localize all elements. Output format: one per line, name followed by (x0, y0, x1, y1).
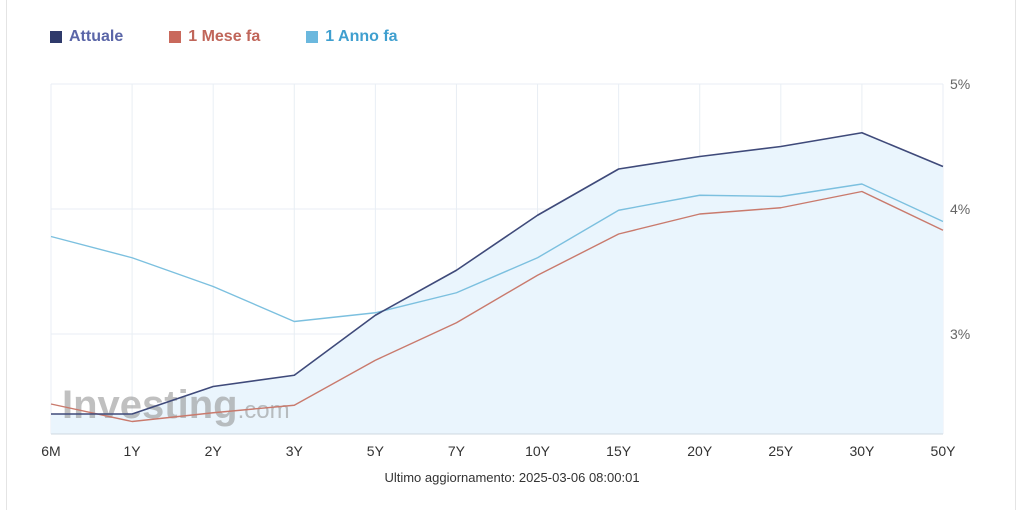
area-fill-attuale (51, 132, 943, 434)
series-line-1-mese-fa (50, 190, 944, 423)
watermark-suffix: .com (238, 397, 290, 424)
x-tick-label: 10Y (525, 443, 551, 459)
legend-swatch-1-mese-fa (169, 31, 182, 43)
x-tick-label: 20Y (687, 443, 713, 459)
x-tick-label: 5Y (367, 443, 385, 459)
x-tick-label: 2Y (205, 443, 223, 459)
x-tick-label: 25Y (768, 443, 794, 459)
last-updated-text: Ultimo aggiornamento: 2025-03-06 08:00:0… (384, 470, 640, 485)
x-tick-label: 1Y (124, 443, 142, 459)
x-tick-label: 50Y (931, 443, 957, 459)
x-tick-label: 7Y (448, 443, 466, 459)
chart-legend: Attuale 1 Mese fa 1 Anno fa (50, 28, 398, 46)
series-line-1-anno-fa (50, 183, 944, 323)
x-tick-label: 15Y (606, 443, 632, 459)
legend-label-1-mese-fa: 1 Mese fa (188, 28, 261, 45)
legend-item-1-anno-fa[interactable]: 1 Anno fa (306, 28, 398, 46)
y-tick-label: 4% (950, 201, 970, 217)
legend-item-1-mese-fa[interactable]: 1 Mese fa (169, 28, 260, 46)
watermark-text: Investing (62, 383, 238, 427)
x-tick-label: 30Y (849, 443, 875, 459)
y-tick-label: 5% (950, 76, 970, 92)
x-tick-label: 6M (41, 443, 60, 459)
legend-label-attuale: Attuale (69, 28, 124, 45)
legend-label-1-anno-fa: 1 Anno fa (325, 28, 398, 45)
legend-swatch-attuale (50, 31, 62, 43)
legend-item-attuale[interactable]: Attuale (50, 28, 123, 46)
chart-panel (6, 0, 1016, 510)
legend-swatch-1-anno-fa (306, 31, 319, 43)
x-tick-label: 3Y (286, 443, 304, 459)
series-line-attuale (51, 131, 944, 415)
y-tick-label: 3% (950, 326, 970, 342)
